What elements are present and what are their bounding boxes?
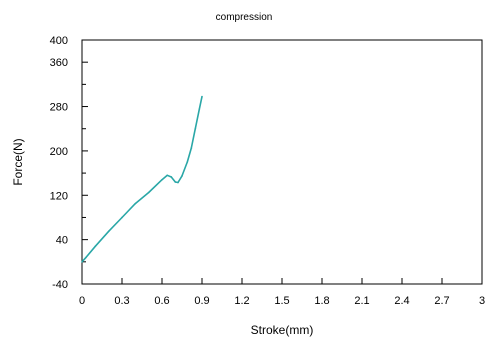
y-tick-label: 400 xyxy=(50,35,68,47)
x-tick-label: 0.3 xyxy=(114,295,129,307)
x-axis: 0 0.3 0.6 0.9 1.2 1.5 1.8 2.1 2.4 2.7 3 xyxy=(79,278,485,307)
x-tick-label: 3 xyxy=(479,295,485,307)
data-point xyxy=(194,127,197,130)
data-point xyxy=(198,108,201,111)
x-tick-label: 1.2 xyxy=(234,295,249,307)
data-point xyxy=(174,181,177,183)
y-axis-label: Force(N) xyxy=(11,138,25,185)
x-tick-label: 2.7 xyxy=(434,295,449,307)
x-tick-label: 0.9 xyxy=(194,295,209,307)
x-tick-label: 2.4 xyxy=(394,295,409,307)
x-tick-label: 1.5 xyxy=(274,295,289,307)
plot-frame xyxy=(81,39,483,285)
data-point xyxy=(107,230,110,233)
data-point xyxy=(81,261,83,263)
data-point xyxy=(94,245,97,248)
y-tick-label: -40 xyxy=(52,279,68,291)
data-point xyxy=(147,191,150,194)
data-point xyxy=(201,95,203,98)
chart-title: compression xyxy=(216,12,273,23)
data-point xyxy=(166,174,169,177)
y-tick-label: 360 xyxy=(50,57,68,69)
series-group xyxy=(81,95,203,263)
data-point xyxy=(134,202,137,205)
y-axis: -40 40 120 200 280 360 400 xyxy=(50,35,88,291)
data-point xyxy=(85,256,87,259)
data-point xyxy=(170,176,173,178)
x-axis-label: Stroke(mm) xyxy=(251,323,314,337)
y-tick-label: 200 xyxy=(50,146,68,158)
x-tick-label: 0.6 xyxy=(154,295,169,307)
data-point xyxy=(190,147,193,149)
series-line xyxy=(81,96,203,263)
y-tick-label: 120 xyxy=(50,190,68,202)
x-tick-label: 0 xyxy=(79,295,85,307)
y-tick-label: 280 xyxy=(50,102,68,114)
data-point xyxy=(121,216,123,219)
x-tick-label: 2.1 xyxy=(354,295,369,307)
data-point xyxy=(177,181,179,184)
data-point xyxy=(181,175,183,177)
y-tick-label: 40 xyxy=(56,235,68,247)
data-point xyxy=(186,161,189,163)
x-tick-label: 1.8 xyxy=(314,295,329,307)
data-point xyxy=(161,178,163,181)
